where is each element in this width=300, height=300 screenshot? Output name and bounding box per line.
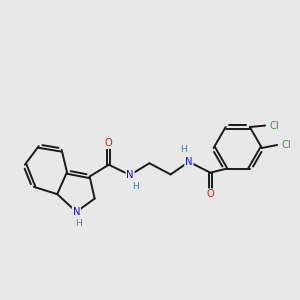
Text: H: H [132,182,139,191]
Text: N: N [73,207,80,217]
Text: N: N [185,157,193,167]
Text: O: O [206,189,214,199]
Text: Cl: Cl [281,140,291,150]
Text: Cl: Cl [269,121,279,130]
Text: O: O [105,138,113,148]
Text: N: N [126,170,134,180]
Text: H: H [180,146,187,154]
Text: H: H [75,219,82,228]
